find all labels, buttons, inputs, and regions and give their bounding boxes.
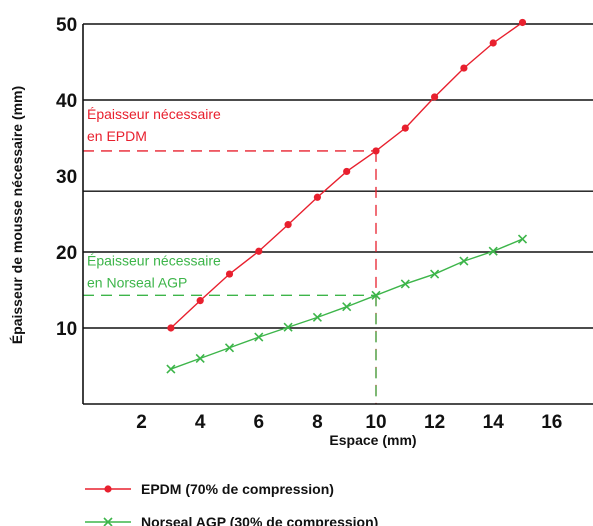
- y-tick-label: 20: [56, 243, 77, 264]
- data-point: [312, 312, 322, 322]
- data-point: [518, 18, 527, 27]
- data-point: [342, 302, 352, 312]
- legend-label: EPDM (70% de compression): [141, 481, 334, 497]
- data-point: [460, 64, 468, 72]
- data-point: [195, 353, 205, 363]
- data-point: [372, 147, 380, 155]
- data-point: [343, 167, 351, 176]
- gridlines: [83, 23, 593, 329]
- data-point: [225, 270, 234, 278]
- data-point: [488, 246, 498, 256]
- x-tick-label: 10: [365, 412, 386, 433]
- y-tick-label: 30: [56, 167, 77, 188]
- x-tick-label: 4: [195, 412, 206, 433]
- data-point: [401, 124, 409, 132]
- data-point: [489, 39, 497, 47]
- data-point: [517, 234, 528, 244]
- data-point: [459, 256, 469, 266]
- series-group: [166, 18, 528, 374]
- legend-marker: [103, 517, 113, 526]
- data-point: [167, 324, 175, 332]
- data-point: [371, 290, 381, 300]
- data-point: [255, 247, 263, 255]
- x-tick-label: 2: [136, 412, 147, 433]
- annotation-label: en EPDM: [87, 128, 147, 144]
- data-point: [283, 322, 293, 332]
- series-line: [170, 21, 523, 329]
- guide-lines: [83, 150, 377, 404]
- data-point: [196, 297, 204, 305]
- data-point: [313, 193, 321, 201]
- annotation-label: Épaisseur nécessaire: [87, 252, 221, 268]
- annotation-label: Épaisseur nécessaire: [87, 106, 221, 122]
- y-tick-label: 10: [56, 319, 77, 340]
- x-axis-title: Espace (mm): [329, 432, 416, 448]
- axes: [82, 24, 593, 405]
- annotation-label: en Norseal AGP: [87, 274, 187, 290]
- legend-label: Norseal AGP (30% de compression): [141, 514, 378, 526]
- series-line: [170, 238, 523, 370]
- data-point: [430, 269, 440, 279]
- data-point: [224, 343, 235, 353]
- y-tick-label: 50: [56, 15, 77, 36]
- y-axis-title: Épaisseur de mousse nécessaire (mm): [9, 86, 25, 344]
- x-tick-label: 8: [312, 412, 323, 433]
- x-tick-label: 14: [483, 412, 505, 433]
- data-point: [166, 364, 176, 374]
- x-tick-label: 16: [541, 412, 562, 433]
- x-tick-label: 12: [424, 412, 445, 433]
- legend-marker: [104, 485, 112, 493]
- data-point: [254, 332, 264, 342]
- legend: EPDM (70% de compression) Norseal AGP (30…: [85, 481, 378, 526]
- y-tick-label: 40: [56, 91, 77, 112]
- annotations: Épaisseur nécessaire en EPDM Épaisseur néc…: [87, 106, 221, 290]
- data-point: [431, 93, 439, 101]
- data-point: [284, 221, 292, 229]
- tick-labels: 2 4 6 8 10 12 14 16 10 20 30 40 50: [56, 15, 562, 433]
- x-tick-label: 6: [254, 412, 265, 433]
- data-point: [400, 279, 410, 289]
